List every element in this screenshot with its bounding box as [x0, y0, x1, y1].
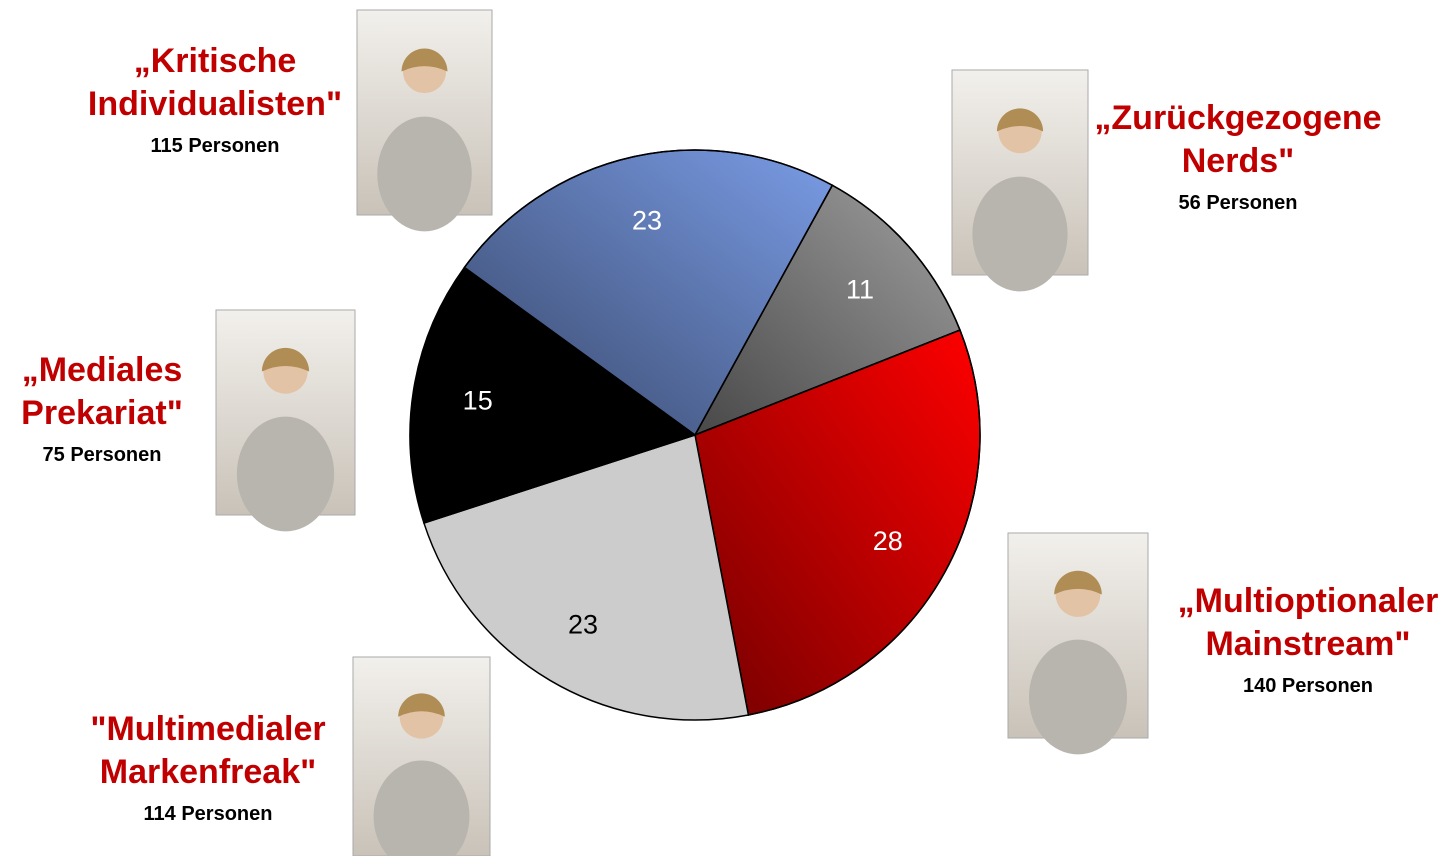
category-label: „Kritische Individualisten" [88, 42, 342, 123]
pie-slice [423, 434, 750, 721]
photo-body [972, 176, 1068, 292]
value-label: 15 [463, 386, 493, 416]
photo-hair [1054, 570, 1102, 595]
value-label: 28 [873, 526, 903, 556]
photo [215, 309, 356, 532]
photo-body [377, 116, 472, 232]
slice-shade [694, 329, 981, 716]
photo-hair [398, 693, 445, 717]
category-label: "Multimedialer Markenfreak" [90, 710, 325, 791]
person-count: 56 Personen [1179, 192, 1298, 214]
photo-body [1029, 639, 1127, 755]
slice-shade [463, 149, 834, 437]
photo [1007, 532, 1149, 755]
photo-hair [401, 48, 448, 72]
photo [352, 656, 491, 856]
person-count: 140 Personen [1243, 675, 1373, 697]
value-label: 23 [632, 205, 662, 235]
slice-shade [693, 184, 961, 437]
photo-hair [261, 347, 310, 372]
pie-slice [409, 266, 697, 525]
person-count: 115 Personen [151, 135, 280, 157]
photo [951, 69, 1089, 292]
category-label: „Mediales Prekariat" [21, 351, 183, 432]
photo [356, 9, 493, 232]
photo-hair [996, 108, 1044, 132]
photo-body [373, 760, 470, 856]
value-label: 23 [568, 609, 598, 639]
category-label: „Zurückgezogene Nerds" [1094, 99, 1381, 180]
person-count: 75 Personen [43, 444, 162, 466]
person-count: 114 Personen [144, 803, 273, 825]
value-label: 11 [846, 275, 874, 305]
photo-body [236, 416, 335, 532]
category-label: „Multioptionaler Mainstream" [1178, 582, 1439, 663]
